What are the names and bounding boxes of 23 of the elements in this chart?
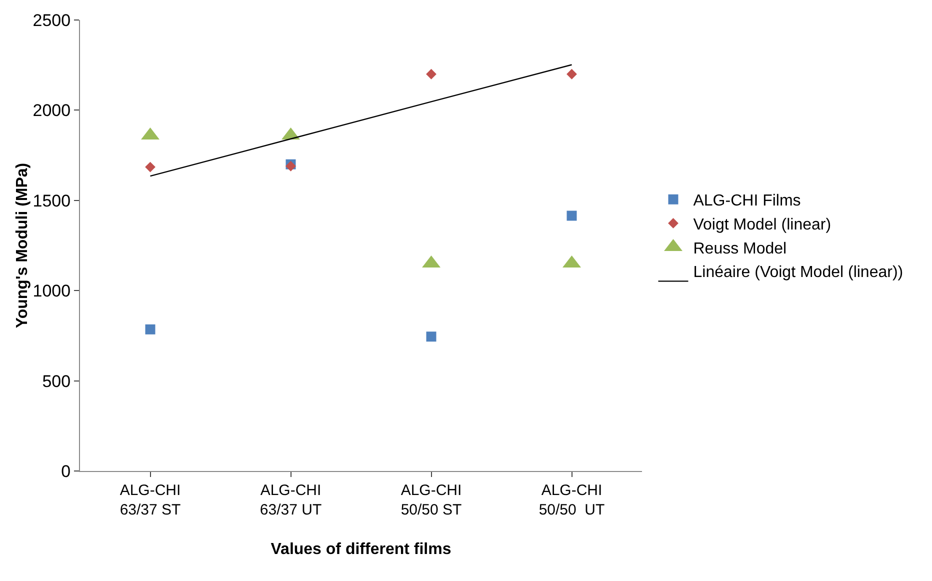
y-tick-label: 1000 bbox=[32, 282, 71, 301]
point bbox=[426, 332, 436, 342]
point bbox=[566, 68, 577, 80]
x-axis-title: Values of different films bbox=[270, 541, 452, 558]
x-tick-label: ALG-CHI 63/37 ST bbox=[120, 482, 181, 518]
x-tick-label: ALG-CHI 50/50 ST bbox=[400, 482, 462, 518]
y-tick-label: 500 bbox=[42, 372, 71, 391]
point bbox=[566, 210, 577, 221]
point bbox=[145, 162, 156, 172]
legend-label: Linéaire (Voigt Model (linear)) bbox=[693, 264, 904, 282]
y-tick-label: 2000 bbox=[32, 101, 71, 120]
y-axis-title: Young's Moduli (MPa) bbox=[14, 162, 31, 328]
x-tick-label: ALG-CHI 50/50 UT bbox=[538, 482, 605, 518]
y-tick-label: 2500 bbox=[32, 10, 71, 30]
point bbox=[145, 324, 156, 334]
legend-label: ALG-CHI Films bbox=[693, 192, 801, 210]
legend-label: Voigt Model (linear) bbox=[693, 216, 832, 234]
legend-label: Reuss Model bbox=[693, 240, 787, 258]
y-tick-label: 1500 bbox=[32, 191, 71, 210]
line-series bbox=[150, 64, 572, 177]
y-tick-label: 0 bbox=[61, 462, 71, 481]
point bbox=[426, 68, 436, 80]
x-tick-label: ALG-CHI 63/37 UT bbox=[260, 482, 322, 518]
